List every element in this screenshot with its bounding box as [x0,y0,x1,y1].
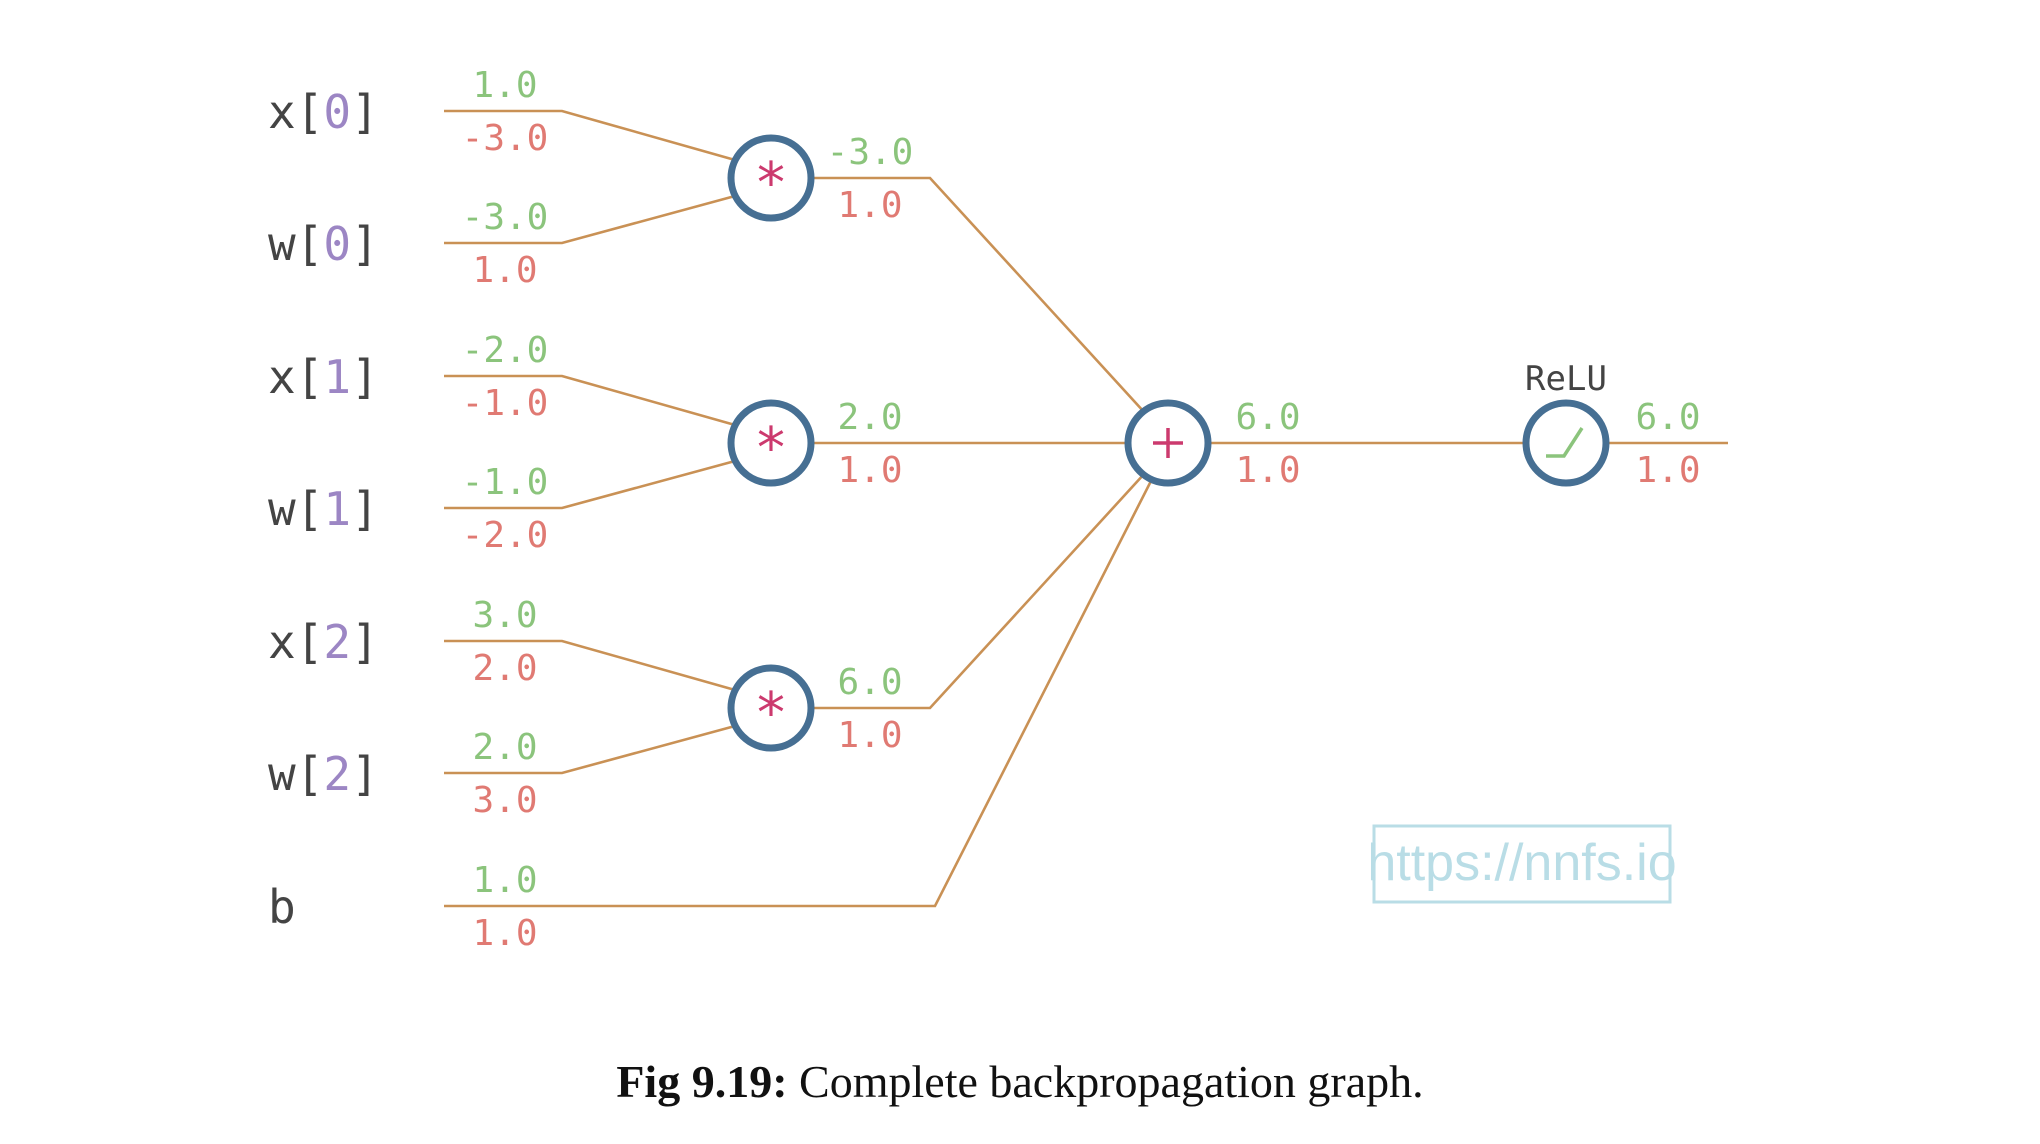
input-grad-3: -2.0 [462,515,549,556]
input-index: 0 [323,217,351,271]
relu-grad: 1.0 [1635,450,1700,491]
input-value-4: 3.0 [472,595,537,636]
mul-value-2: 6.0 [837,662,902,703]
sum-grad: 1.0 [1235,450,1300,491]
input-index: 2 [323,747,351,801]
multiply-node-2 [727,664,815,752]
multiply-symbol-1: * [754,416,788,481]
relu-node [1522,399,1610,487]
mul-grad-1: 1.0 [837,450,902,491]
multiply-symbol-2: * [754,681,788,746]
input-value-6: 1.0 [472,860,537,901]
input-label-2: x[1] [268,350,379,404]
input-grad-5: 3.0 [472,780,537,821]
input-name: x [268,85,296,139]
input-value-3: -1.0 [462,462,549,503]
input-name: w [268,747,296,801]
input-bracket-close: ] [351,217,379,271]
input-grad-4: 2.0 [472,648,537,689]
input-value-5: 2.0 [472,727,537,768]
input-bracket-open: [ [296,85,324,139]
input-grad-1: 1.0 [472,250,537,291]
input-edge-5 [444,724,736,775]
relu-value: 6.0 [1635,397,1700,438]
input-bracket-close: ] [351,482,379,536]
figure-caption: Fig 9.19: Complete backpropagation graph… [0,1055,2040,1108]
input-index: 0 [323,85,351,139]
input-bracket-open: [ [296,217,324,271]
relu-curve-icon [1546,427,1584,458]
input-bracket-open: [ [296,615,324,669]
input-bracket-close: ] [351,85,379,139]
bias-edge [444,478,1154,908]
input-grad-2: -1.0 [462,383,549,424]
input-bracket-open: [ [296,747,324,801]
input-name: w [268,217,296,271]
input-bracket-open: [ [296,350,324,404]
mul-output-edge-0 [811,176,1146,414]
input-label-0: x[0] [268,85,379,139]
input-label-5: w[2] [268,747,379,801]
input-index: 1 [323,482,351,536]
input-edge-4 [444,639,736,692]
input-edge-0 [444,109,736,162]
input-name: x [268,615,296,669]
labels: x[0] 1.0-3.0w[0] -3.01.0x[1] -2.0-1.0w[1] -1… [268,65,1701,954]
input-bracket-close: ] [351,747,379,801]
input-label-1: w[0] [268,217,379,271]
nodes: ***+ [727,134,1610,752]
multiply-node-0 [727,134,815,222]
input-edge-2 [444,374,736,427]
edges [444,109,1728,908]
input-name: w [268,482,296,536]
mul-grad-0: 1.0 [837,185,902,226]
mul-value-1: 2.0 [837,397,902,438]
input-label-6: b [268,880,296,934]
relu-label: ReLU [1525,359,1607,399]
input-edge-1 [444,194,736,245]
watermark: https://nnfs.io [1367,824,1677,904]
watermark-text: https://nnfs.io [1367,834,1676,892]
multiply-node-1 [727,399,815,487]
input-index: 1 [323,350,351,404]
mul-grad-2: 1.0 [837,715,902,756]
caption-text: Complete backpropagation graph. [787,1056,1424,1107]
input-grad-0: -3.0 [462,118,549,159]
sum-value: 6.0 [1235,397,1300,438]
input-name: b [268,880,296,934]
input-value-2: -2.0 [462,330,549,371]
caption-label: Fig 9.19: [616,1056,788,1107]
input-label-4: x[2] [268,615,379,669]
input-value-1: -3.0 [462,197,549,238]
multiply-symbol-0: * [754,151,788,216]
mul-output-edge-2 [811,472,1146,710]
input-bracket-close: ] [351,350,379,404]
mul-value-0: -3.0 [827,132,914,173]
input-name: x [268,350,296,404]
input-label-3: w[1] [268,482,379,536]
input-index: 2 [323,615,351,669]
input-edge-3 [444,459,736,510]
input-value-0: 1.0 [472,65,537,106]
input-bracket-open: [ [296,482,324,536]
input-grad-6: 1.0 [472,913,537,954]
input-bracket-close: ] [351,615,379,669]
